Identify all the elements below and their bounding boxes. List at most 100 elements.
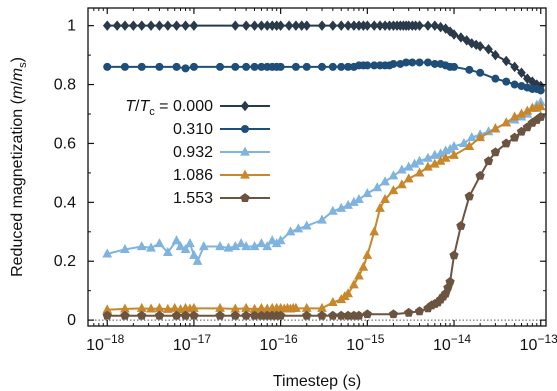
data-point xyxy=(198,241,209,251)
data-point xyxy=(250,62,259,71)
data-point xyxy=(137,62,146,71)
data-point xyxy=(276,20,285,31)
data-point xyxy=(112,20,122,31)
data-point xyxy=(430,20,440,31)
data-point xyxy=(317,214,327,224)
data-point xyxy=(285,226,296,236)
data-point xyxy=(490,123,501,133)
data-point xyxy=(396,179,407,189)
data-point xyxy=(475,170,485,180)
data-point xyxy=(456,220,466,230)
data-point xyxy=(291,62,300,71)
data-point xyxy=(449,140,459,150)
data-point xyxy=(354,193,364,203)
data-point xyxy=(327,297,338,307)
data-point xyxy=(423,152,433,162)
data-point xyxy=(363,61,372,70)
data-point xyxy=(475,132,486,142)
data-point xyxy=(137,310,147,320)
data-point xyxy=(327,205,338,215)
series-1.086 xyxy=(102,101,546,314)
data-point xyxy=(242,62,251,71)
data-point xyxy=(249,241,260,251)
data-point xyxy=(172,62,181,71)
plot-frame xyxy=(87,7,547,327)
data-point xyxy=(396,164,407,174)
data-point xyxy=(423,20,433,31)
data-point xyxy=(445,26,455,37)
data-point xyxy=(163,20,173,31)
data-point xyxy=(231,62,240,71)
data-point xyxy=(509,132,520,142)
data-point xyxy=(189,310,199,320)
data-point xyxy=(215,241,225,251)
data-point xyxy=(189,249,199,259)
data-point xyxy=(276,62,285,71)
data-point xyxy=(275,310,286,320)
data-point xyxy=(491,49,500,61)
x-tick-label: 10−15 xyxy=(346,332,384,354)
data-point xyxy=(501,55,511,67)
data-point xyxy=(328,62,337,71)
data-point xyxy=(449,149,459,159)
data-point xyxy=(291,20,301,31)
data-point xyxy=(502,77,511,86)
data-point xyxy=(369,20,379,31)
data-point xyxy=(175,241,186,251)
data-point xyxy=(404,307,414,317)
data-point xyxy=(510,80,519,89)
data-point xyxy=(189,62,198,71)
y-tick-label: 1 xyxy=(67,18,76,35)
data-point xyxy=(181,20,190,31)
data-point xyxy=(302,62,311,71)
data-point xyxy=(169,302,180,312)
data-point xyxy=(362,309,372,319)
data-point xyxy=(102,310,112,320)
data-point xyxy=(369,226,380,236)
series-layer xyxy=(102,20,546,320)
data-point xyxy=(445,276,455,286)
data-point xyxy=(328,310,338,320)
data-point xyxy=(129,20,138,31)
y-tick-label: 0.6 xyxy=(54,135,76,152)
data-point xyxy=(185,238,195,248)
data-point xyxy=(408,58,417,67)
data-point xyxy=(449,250,459,260)
data-point xyxy=(136,241,147,251)
data-point xyxy=(522,73,532,84)
data-point xyxy=(120,244,130,254)
data-point xyxy=(450,62,459,71)
data-point xyxy=(241,20,251,31)
data-point xyxy=(337,62,346,71)
data-point xyxy=(236,238,246,248)
data-point xyxy=(372,182,383,192)
data-point xyxy=(181,64,190,73)
y-tick-label: 0 xyxy=(67,312,76,329)
data-point xyxy=(250,20,259,31)
data-point xyxy=(180,310,191,320)
data-point xyxy=(467,38,477,49)
data-point xyxy=(440,152,451,162)
data-point xyxy=(415,20,424,31)
legend-marker xyxy=(240,100,250,112)
data-point xyxy=(464,191,474,201)
data-point xyxy=(491,74,500,83)
legend-title: T/Tc = 0.000 xyxy=(125,98,213,118)
data-point xyxy=(302,310,312,320)
data-point xyxy=(102,248,113,258)
data-point xyxy=(536,86,545,95)
x-tick-label: 10−13 xyxy=(520,332,557,354)
data-point xyxy=(490,147,501,157)
data-point xyxy=(154,238,165,248)
data-point xyxy=(517,67,526,79)
data-point xyxy=(459,138,469,148)
data-point xyxy=(449,29,459,40)
data-point xyxy=(180,244,191,254)
data-point xyxy=(155,20,164,31)
y-tick-label: 0.4 xyxy=(54,194,76,211)
x-tick-label: 10−16 xyxy=(260,332,298,354)
data-point xyxy=(343,20,353,31)
data-point xyxy=(146,242,156,252)
